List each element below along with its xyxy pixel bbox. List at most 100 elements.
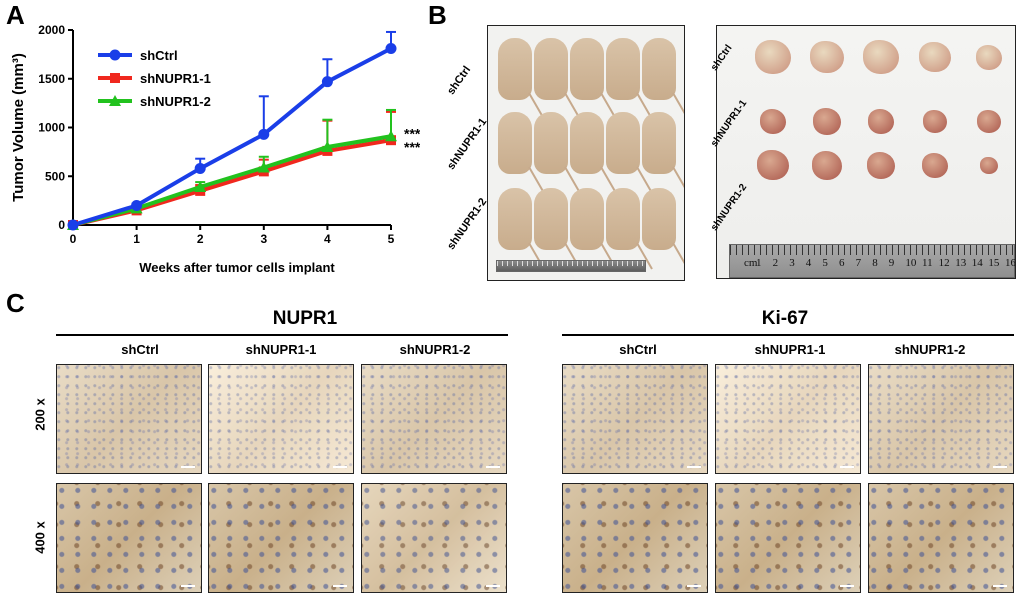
- ki67-shctrl-400x: [562, 483, 708, 593]
- ruler-number-3: 3: [789, 257, 795, 269]
- ruler-number-12: 12: [938, 257, 950, 269]
- tumor-volume-chart: 0 500 1000 1500 2000 0 1 2 3 4 5 Weeks after tumor …: [10, 23, 420, 275]
- mouse-r3-c1: [498, 188, 532, 250]
- mouse-r3-c4: [606, 188, 640, 250]
- shnupr1-2-line: [72, 134, 392, 227]
- sig-annotation-shnupr1-2: ***: [404, 125, 420, 141]
- panel-label-b: B: [428, 0, 447, 30]
- tape-ruler: cm 1 2 3 4 5 6 7 8 9 10 11 12 13 14 15 16: [729, 244, 1015, 278]
- mouse-r3-c2: [534, 188, 568, 250]
- shctrl-point-3: [258, 128, 270, 140]
- tumor-r1-c2: [810, 41, 844, 74]
- nupr1-shnupr1-2-400x: [361, 483, 507, 593]
- ruler-number-16: 16: [1005, 257, 1016, 269]
- ki67-col-shctrl: shCtrl: [619, 342, 657, 357]
- y-tick-label-1000: 1000: [38, 121, 65, 135]
- steel-ruler: [496, 260, 646, 272]
- ki67-shnupr1-1-400x: [715, 483, 861, 593]
- y-tick-label-1500: 1500: [38, 72, 65, 86]
- shctrl-point-1: [131, 200, 143, 211]
- nupr1-col-shnupr1-1: shNUPR1-1: [245, 342, 317, 357]
- shnupr1-2-point-3: [257, 161, 270, 173]
- x-tick-label-5: 5: [388, 232, 395, 246]
- mouse-r2-c5: [642, 112, 676, 174]
- ruler-number-9: 9: [888, 257, 895, 269]
- row-label-200x: 200 x: [32, 398, 48, 431]
- ruler-number-5: 5: [822, 257, 828, 269]
- mice-photo: [487, 25, 685, 281]
- mice-row-label-3: shNUPR1-2: [445, 196, 490, 252]
- y-tick-label-500: 500: [45, 169, 65, 183]
- tumor-r2-c4: [923, 110, 947, 133]
- shctrl-point-5: [385, 43, 397, 55]
- tumor-r1-c5: [976, 45, 1002, 70]
- ki67-group-rule: [562, 334, 1014, 336]
- ruler-number-14: 14: [971, 257, 983, 269]
- mouse-r3-c3: [570, 188, 604, 250]
- mouse-r1-c2: [534, 38, 568, 100]
- y-tick-label-0: 0: [58, 218, 65, 232]
- nupr1-shctrl-400x: [56, 483, 202, 593]
- ki67-shnupr1-1-200x: [715, 364, 861, 474]
- nupr1-group-title: NUPR1: [272, 308, 338, 329]
- nupr1-group-rule: [56, 334, 508, 336]
- x-tick-label-4: 4: [324, 232, 331, 246]
- ruler-unit: cm: [744, 257, 758, 269]
- nupr1-shctrl-200x: [56, 364, 202, 474]
- legend-marker-shnupr1-2: [109, 95, 121, 106]
- tumor-r2-c3: [868, 109, 894, 134]
- mouse-tail: [672, 242, 684, 270]
- mouse-r2-c1: [498, 112, 532, 174]
- mouse-r1-c5: [642, 38, 676, 100]
- tumors-photo: cm 1 2 3 4 5 6 7 8 9 10 11 12 13 14 15 16: [716, 25, 1016, 279]
- y-tick-label-2000: 2000: [38, 23, 65, 37]
- x-tick-label-0: 0: [70, 232, 77, 246]
- tumor-r1-c3: [863, 40, 899, 75]
- nupr1-shnupr1-1-200x: [208, 364, 354, 474]
- x-axis-label: Weeks after tumor cells implant: [139, 260, 335, 275]
- legend-label-shctrl: shCtrl: [140, 48, 178, 63]
- mouse-r2-c3: [570, 112, 604, 174]
- ki67-shnupr1-2-400x: [868, 483, 1014, 593]
- mice-row-label-2: shNUPR1-1: [445, 116, 490, 172]
- shnupr1-2-point-5: [385, 130, 397, 142]
- shctrl-line: [72, 46, 392, 227]
- nupr1-col-shnupr1-2: shNUPR1-2: [399, 342, 471, 357]
- legend-label-shnupr1-1: shNUPR1-1: [140, 71, 211, 86]
- tumor-r3-c5: [980, 157, 998, 175]
- panel-label-a: A: [6, 0, 25, 30]
- shnupr1-2-point-4: [321, 141, 334, 152]
- tumor-r2-c5: [977, 110, 1001, 133]
- x-tick-label-1: 1: [133, 232, 140, 246]
- tumor-r1-c4: [919, 42, 951, 73]
- ki67-shnupr1-2-200x: [868, 364, 1014, 474]
- ruler-number-7: 7: [855, 257, 862, 269]
- ki67-col-shnupr1-2: shNUPR1-2: [894, 342, 966, 357]
- x-tick-label-2: 2: [197, 232, 204, 246]
- tumor-r3-c4: [922, 153, 948, 178]
- sig-annotation-shnupr1-1: ***: [404, 139, 420, 155]
- mouse-r3-c5: [642, 188, 676, 250]
- mouse-r1-c1: [498, 38, 532, 100]
- legend-marker-shctrl: [109, 49, 121, 61]
- ki67-col-shnupr1-1: shNUPR1-1: [754, 342, 826, 357]
- ruler-number-2: 2: [772, 257, 779, 269]
- tumor-r3-c2: [812, 151, 842, 180]
- ki67-group-title: Ki-67: [761, 308, 809, 329]
- mouse-r2-c2: [534, 112, 568, 174]
- mouse-tail: [672, 92, 684, 120]
- legend-marker-shnupr1-1: [110, 73, 120, 83]
- x-tick-label-3: 3: [260, 232, 267, 246]
- ruler-number-13: 13: [955, 257, 967, 269]
- tumor-r3-c1: [757, 150, 789, 181]
- mouse-r1-c3: [570, 38, 604, 100]
- nupr1-shnupr1-2-200x: [361, 364, 507, 474]
- tumor-r2-c1: [760, 109, 786, 134]
- ruler-number-4: 4: [805, 257, 812, 269]
- panel-label-c: C: [6, 288, 25, 318]
- tumor-r3-c3: [867, 152, 895, 179]
- nupr1-col-shctrl: shCtrl: [121, 342, 159, 357]
- ruler-number-6: 6: [839, 257, 845, 269]
- tumor-r1-c1: [755, 40, 791, 75]
- ruler-number-1: 1: [756, 257, 762, 269]
